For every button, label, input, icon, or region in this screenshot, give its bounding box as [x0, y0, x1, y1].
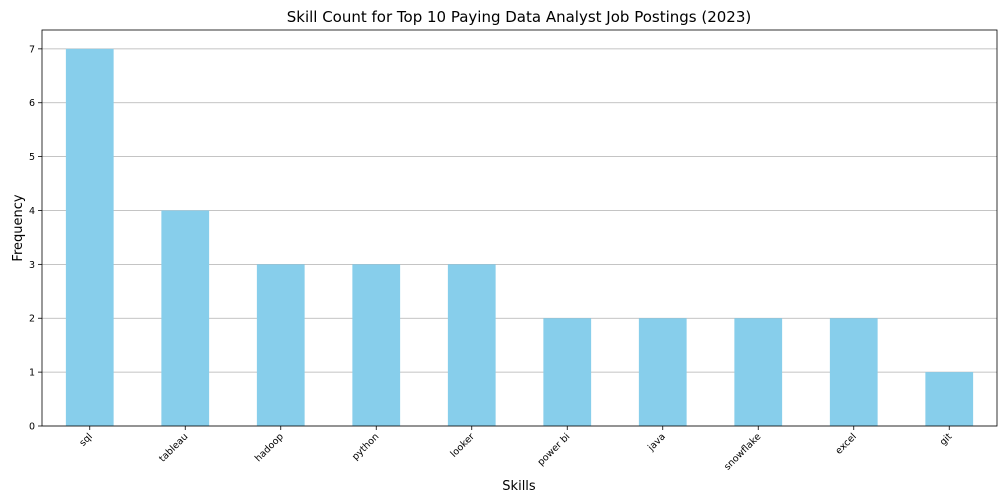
- x-axis-label: Skills: [502, 479, 536, 494]
- bar-python: [352, 264, 401, 426]
- y-tick-label: 3: [29, 260, 35, 271]
- bar-java: [638, 318, 687, 426]
- y-tick-label: 4: [29, 206, 35, 217]
- y-tick-label: 2: [29, 314, 35, 325]
- y-tick-label: 7: [29, 44, 35, 55]
- bar-excel: [829, 318, 878, 426]
- bar-sql: [65, 48, 114, 426]
- bar-snowflake: [734, 318, 783, 426]
- plot-frame: [41, 29, 998, 427]
- y-tick-label: 1: [29, 368, 35, 379]
- bar-git: [925, 372, 974, 426]
- bars: [65, 48, 974, 426]
- y-axis-ticks: 0 1 2 3 4 5 6 7: [29, 44, 42, 433]
- chart-title: Skill Count for Top 10 Paying Data Analy…: [287, 8, 752, 26]
- bar-hadoop: [256, 264, 305, 426]
- y-tick-label: 5: [29, 152, 35, 163]
- bar-power-bi: [543, 318, 592, 426]
- y-tick-label: 6: [29, 98, 35, 109]
- y-tick-label: 0: [29, 422, 35, 433]
- y-axis-label: Frequency: [11, 194, 26, 261]
- axes-spines: [41, 29, 998, 427]
- bar-tableau: [161, 210, 210, 426]
- bar-looker: [447, 264, 496, 426]
